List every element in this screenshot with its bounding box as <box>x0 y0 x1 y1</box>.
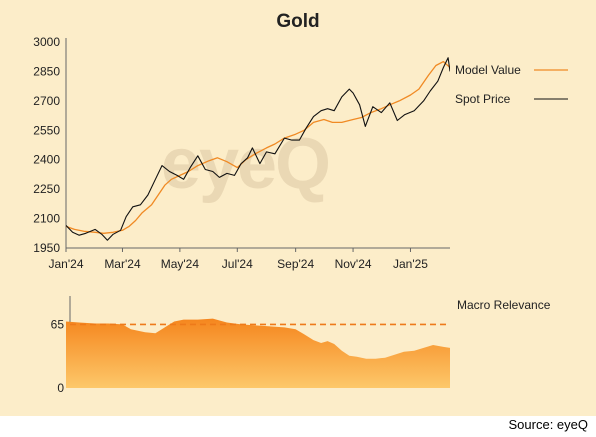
series-line-model-value <box>66 60 450 234</box>
x-tick-label-Jan'25: Jan'25 <box>393 257 428 271</box>
y-tick-label-3000: 3000 <box>33 35 60 49</box>
y-tick-label-2400: 2400 <box>33 153 60 167</box>
x-tick-label-Jul'24: Jul'24 <box>222 257 253 271</box>
watermark: eyeQ <box>161 124 329 204</box>
chart-title: Gold <box>276 11 319 32</box>
y-tick-label-2700: 2700 <box>33 94 60 108</box>
y-tick-label-2850: 2850 <box>33 64 60 78</box>
macro-y-tick-label-0: 0 <box>57 381 64 395</box>
x-tick-label-Jan'24: Jan'24 <box>49 257 84 271</box>
x-tick-label-May'24: May'24 <box>161 257 200 271</box>
macro-relevance-area <box>66 318 450 388</box>
main-x-axis: Jan'24 Mar'24 May'24 Jul'24 Sep'24 Nov'24 Jan'… <box>49 247 450 271</box>
y-tick-label-2100: 2100 <box>33 212 60 226</box>
x-tick-label-Sep'24: Sep'24 <box>277 257 314 271</box>
legend-label-spot-price: Spot Price <box>455 92 511 106</box>
chart-canvas: eyeQ Gold 1950 2100 2250 2400 2550 2700 2850 30… <box>33 11 568 395</box>
legend-item-spot-price: Spot Price <box>455 92 568 106</box>
legend-item-model-value: Model Value <box>455 63 568 77</box>
macro-y-tick-label-65: 65 <box>51 317 65 331</box>
macro-title: Macro Relevance <box>457 298 551 312</box>
x-tick-label-Mar'24: Mar'24 <box>104 257 141 271</box>
y-tick-label-2550: 2550 <box>33 123 60 137</box>
legend-label-model-value: Model Value <box>455 63 521 77</box>
source-label: Source: eyeQ <box>508 417 589 432</box>
y-tick-label-2250: 2250 <box>33 182 60 196</box>
chart-panel: eyeQ Gold 1950 2100 2250 2400 2550 2700 2850 30… <box>0 0 596 416</box>
y-tick-label-1950: 1950 <box>33 241 60 255</box>
x-tick-label-Nov'24: Nov'24 <box>335 257 372 271</box>
series-line-spot-price <box>66 57 450 241</box>
main-y-axis: 1950 2100 2250 2400 2550 2700 2850 3000 <box>33 35 67 255</box>
legend: Model Value Spot Price <box>455 63 568 106</box>
